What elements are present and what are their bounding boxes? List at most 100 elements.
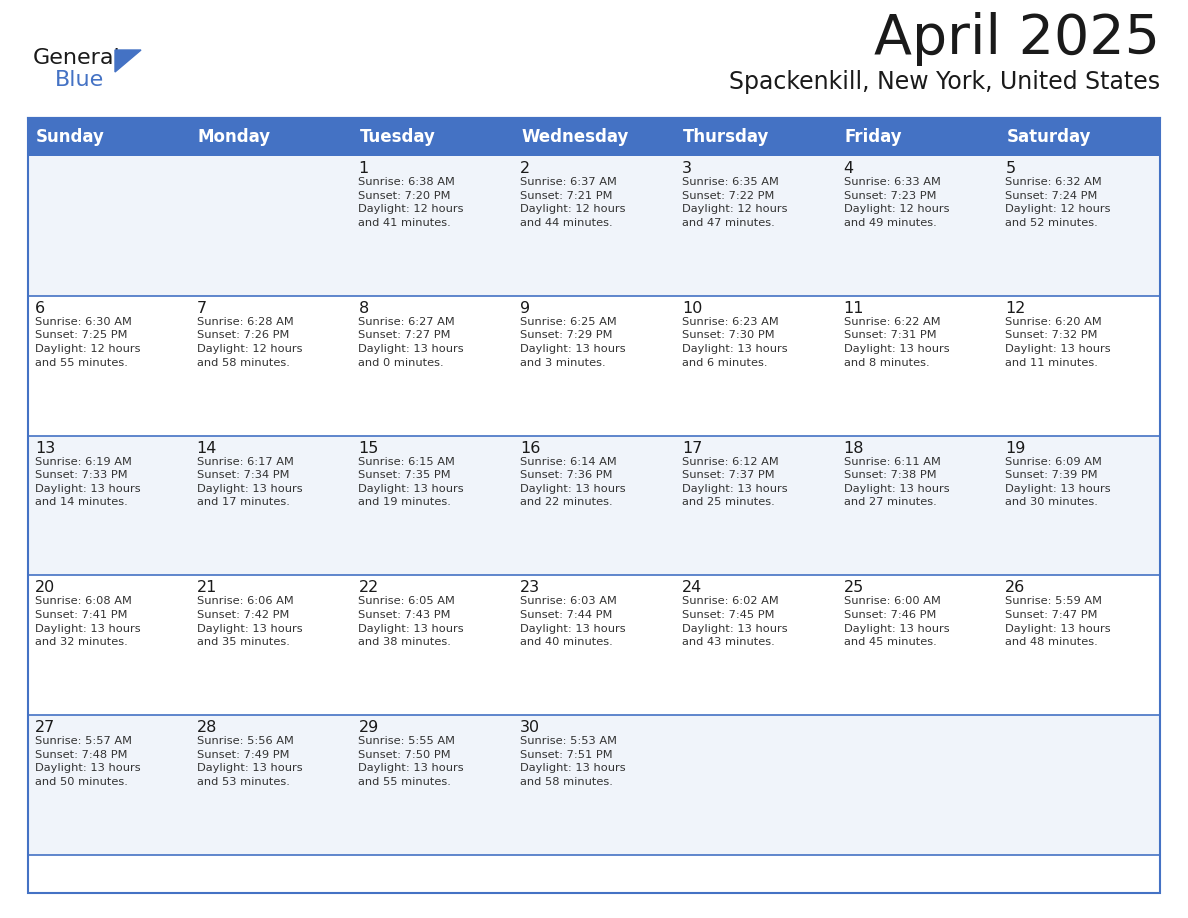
Text: Saturday: Saturday: [1006, 128, 1091, 146]
Text: Thursday: Thursday: [683, 128, 770, 146]
Text: 5: 5: [1005, 161, 1016, 176]
Bar: [675, 576, 836, 715]
Bar: [836, 296, 998, 436]
Text: Sunrise: 6:38 AM
Sunset: 7:20 PM
Daylight: 12 hours
and 41 minutes.: Sunrise: 6:38 AM Sunset: 7:20 PM Dayligh…: [359, 177, 465, 228]
Bar: [190, 118, 352, 156]
Text: Monday: Monday: [197, 128, 271, 146]
Text: 23: 23: [520, 580, 541, 596]
Text: 18: 18: [843, 441, 864, 455]
Text: Sunrise: 6:33 AM
Sunset: 7:23 PM
Daylight: 12 hours
and 49 minutes.: Sunrise: 6:33 AM Sunset: 7:23 PM Dayligh…: [843, 177, 949, 228]
Bar: [352, 118, 513, 156]
Polygon shape: [115, 50, 141, 72]
Text: 27: 27: [34, 721, 56, 735]
Bar: [190, 715, 352, 855]
Text: Sunrise: 6:23 AM
Sunset: 7:30 PM
Daylight: 13 hours
and 6 minutes.: Sunrise: 6:23 AM Sunset: 7:30 PM Dayligh…: [682, 317, 788, 367]
Text: Spackenkill, New York, United States: Spackenkill, New York, United States: [729, 70, 1159, 94]
Text: Sunrise: 6:05 AM
Sunset: 7:43 PM
Daylight: 13 hours
and 38 minutes.: Sunrise: 6:05 AM Sunset: 7:43 PM Dayligh…: [359, 597, 465, 647]
Text: 30: 30: [520, 721, 541, 735]
Bar: [29, 296, 190, 436]
Text: Sunrise: 6:22 AM
Sunset: 7:31 PM
Daylight: 13 hours
and 8 minutes.: Sunrise: 6:22 AM Sunset: 7:31 PM Dayligh…: [843, 317, 949, 367]
Bar: [352, 436, 513, 576]
Text: Sunrise: 6:09 AM
Sunset: 7:39 PM
Daylight: 13 hours
and 30 minutes.: Sunrise: 6:09 AM Sunset: 7:39 PM Dayligh…: [1005, 456, 1111, 508]
Text: April 2025: April 2025: [874, 12, 1159, 66]
Bar: [29, 118, 190, 156]
Text: 21: 21: [197, 580, 217, 596]
Text: 24: 24: [682, 580, 702, 596]
Text: Sunrise: 6:06 AM
Sunset: 7:42 PM
Daylight: 13 hours
and 35 minutes.: Sunrise: 6:06 AM Sunset: 7:42 PM Dayligh…: [197, 597, 302, 647]
Bar: [836, 156, 998, 296]
Text: Sunrise: 6:12 AM
Sunset: 7:37 PM
Daylight: 13 hours
and 25 minutes.: Sunrise: 6:12 AM Sunset: 7:37 PM Dayligh…: [682, 456, 788, 508]
Text: 10: 10: [682, 301, 702, 316]
Text: Sunrise: 6:25 AM
Sunset: 7:29 PM
Daylight: 13 hours
and 3 minutes.: Sunrise: 6:25 AM Sunset: 7:29 PM Dayligh…: [520, 317, 626, 367]
Text: Sunrise: 6:00 AM
Sunset: 7:46 PM
Daylight: 13 hours
and 45 minutes.: Sunrise: 6:00 AM Sunset: 7:46 PM Dayligh…: [843, 597, 949, 647]
Text: Friday: Friday: [845, 128, 902, 146]
Bar: [513, 156, 675, 296]
Text: General: General: [33, 48, 121, 68]
Bar: [190, 436, 352, 576]
Text: 9: 9: [520, 301, 530, 316]
Bar: [352, 296, 513, 436]
Bar: [836, 436, 998, 576]
Bar: [513, 436, 675, 576]
Text: Sunrise: 5:57 AM
Sunset: 7:48 PM
Daylight: 13 hours
and 50 minutes.: Sunrise: 5:57 AM Sunset: 7:48 PM Dayligh…: [34, 736, 140, 787]
Text: Sunrise: 6:19 AM
Sunset: 7:33 PM
Daylight: 13 hours
and 14 minutes.: Sunrise: 6:19 AM Sunset: 7:33 PM Dayligh…: [34, 456, 140, 508]
Text: Sunrise: 6:37 AM
Sunset: 7:21 PM
Daylight: 12 hours
and 44 minutes.: Sunrise: 6:37 AM Sunset: 7:21 PM Dayligh…: [520, 177, 626, 228]
Bar: [675, 156, 836, 296]
Text: Wednesday: Wednesday: [522, 128, 628, 146]
Bar: [190, 296, 352, 436]
Text: 7: 7: [197, 301, 207, 316]
Text: 16: 16: [520, 441, 541, 455]
Bar: [836, 576, 998, 715]
Text: Sunrise: 6:32 AM
Sunset: 7:24 PM
Daylight: 12 hours
and 52 minutes.: Sunrise: 6:32 AM Sunset: 7:24 PM Dayligh…: [1005, 177, 1111, 228]
Text: 14: 14: [197, 441, 217, 455]
Bar: [190, 576, 352, 715]
Bar: [836, 118, 998, 156]
Text: 13: 13: [34, 441, 56, 455]
Text: 12: 12: [1005, 301, 1025, 316]
Text: Sunrise: 5:55 AM
Sunset: 7:50 PM
Daylight: 13 hours
and 55 minutes.: Sunrise: 5:55 AM Sunset: 7:50 PM Dayligh…: [359, 736, 465, 787]
Bar: [675, 715, 836, 855]
Text: 11: 11: [843, 301, 864, 316]
Text: 6: 6: [34, 301, 45, 316]
Bar: [675, 296, 836, 436]
Text: 3: 3: [682, 161, 691, 176]
Bar: [29, 576, 190, 715]
Text: Sunday: Sunday: [36, 128, 105, 146]
Bar: [352, 715, 513, 855]
Bar: [513, 576, 675, 715]
Text: Sunrise: 6:02 AM
Sunset: 7:45 PM
Daylight: 13 hours
and 43 minutes.: Sunrise: 6:02 AM Sunset: 7:45 PM Dayligh…: [682, 597, 788, 647]
Text: Sunrise: 5:53 AM
Sunset: 7:51 PM
Daylight: 13 hours
and 58 minutes.: Sunrise: 5:53 AM Sunset: 7:51 PM Dayligh…: [520, 736, 626, 787]
Text: Tuesday: Tuesday: [360, 128, 435, 146]
Text: 29: 29: [359, 721, 379, 735]
Text: Sunrise: 6:17 AM
Sunset: 7:34 PM
Daylight: 13 hours
and 17 minutes.: Sunrise: 6:17 AM Sunset: 7:34 PM Dayligh…: [197, 456, 302, 508]
Text: Sunrise: 6:35 AM
Sunset: 7:22 PM
Daylight: 12 hours
and 47 minutes.: Sunrise: 6:35 AM Sunset: 7:22 PM Dayligh…: [682, 177, 788, 228]
Text: Sunrise: 6:14 AM
Sunset: 7:36 PM
Daylight: 13 hours
and 22 minutes.: Sunrise: 6:14 AM Sunset: 7:36 PM Dayligh…: [520, 456, 626, 508]
Bar: [675, 118, 836, 156]
Text: 2: 2: [520, 161, 530, 176]
Bar: [998, 156, 1159, 296]
Text: Sunrise: 6:15 AM
Sunset: 7:35 PM
Daylight: 13 hours
and 19 minutes.: Sunrise: 6:15 AM Sunset: 7:35 PM Dayligh…: [359, 456, 465, 508]
Text: Sunrise: 6:28 AM
Sunset: 7:26 PM
Daylight: 12 hours
and 58 minutes.: Sunrise: 6:28 AM Sunset: 7:26 PM Dayligh…: [197, 317, 302, 367]
Bar: [352, 156, 513, 296]
Bar: [29, 436, 190, 576]
Text: 15: 15: [359, 441, 379, 455]
Text: 1: 1: [359, 161, 368, 176]
Bar: [998, 715, 1159, 855]
Bar: [352, 576, 513, 715]
Bar: [29, 156, 190, 296]
Text: Sunrise: 5:59 AM
Sunset: 7:47 PM
Daylight: 13 hours
and 48 minutes.: Sunrise: 5:59 AM Sunset: 7:47 PM Dayligh…: [1005, 597, 1111, 647]
Text: Blue: Blue: [55, 70, 105, 90]
Bar: [998, 436, 1159, 576]
Text: Sunrise: 6:27 AM
Sunset: 7:27 PM
Daylight: 13 hours
and 0 minutes.: Sunrise: 6:27 AM Sunset: 7:27 PM Dayligh…: [359, 317, 465, 367]
Bar: [190, 156, 352, 296]
Text: Sunrise: 6:11 AM
Sunset: 7:38 PM
Daylight: 13 hours
and 27 minutes.: Sunrise: 6:11 AM Sunset: 7:38 PM Dayligh…: [843, 456, 949, 508]
Bar: [675, 436, 836, 576]
Bar: [29, 715, 190, 855]
Bar: [513, 118, 675, 156]
Text: Sunrise: 6:03 AM
Sunset: 7:44 PM
Daylight: 13 hours
and 40 minutes.: Sunrise: 6:03 AM Sunset: 7:44 PM Dayligh…: [520, 597, 626, 647]
Text: 28: 28: [197, 721, 217, 735]
Text: 19: 19: [1005, 441, 1025, 455]
Text: 8: 8: [359, 301, 368, 316]
Bar: [836, 715, 998, 855]
Text: 22: 22: [359, 580, 379, 596]
